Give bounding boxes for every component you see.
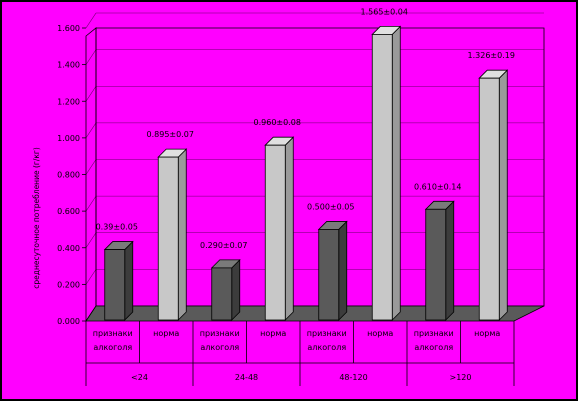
bar: 0.895±0.07 xyxy=(147,130,194,321)
category-label: алкоголя xyxy=(414,343,453,352)
group-label: >120 xyxy=(450,373,472,382)
bar-side xyxy=(498,69,508,321)
gridline xyxy=(85,12,97,29)
plot-floor xyxy=(85,305,545,322)
bar: 0.500±0.05 xyxy=(307,202,354,321)
bar-front xyxy=(157,156,179,321)
bar: 0.290±0.07 xyxy=(200,241,247,321)
y-tick-label: 0.600 xyxy=(57,207,80,216)
gridline xyxy=(85,232,97,248)
x-axis-categories: признаки алкоголя норма признаки алкоголя нор… xyxy=(85,321,515,386)
y-tick-label: 0.800 xyxy=(57,171,80,180)
bar-data-label: 1.326±0.19 xyxy=(468,51,515,60)
category-label: алкоголя xyxy=(307,343,346,352)
bar-data-label: 0.895±0.07 xyxy=(147,130,194,139)
gridline xyxy=(85,86,97,102)
category-label: норма xyxy=(474,329,500,338)
bar-side xyxy=(124,240,134,321)
category-label: алкоголя xyxy=(200,343,239,352)
bar-data-label: 0.39±0.05 xyxy=(96,223,138,232)
bar: 0.960±0.08 xyxy=(254,118,301,321)
bar-front xyxy=(104,249,126,321)
bar-side xyxy=(284,136,294,321)
bar-data-label: 1.565±0.04 xyxy=(361,7,408,16)
y-tick-label: 0.400 xyxy=(57,244,80,253)
category-label: признаки xyxy=(93,329,133,338)
category-label: признаки xyxy=(200,329,240,338)
category-label: норма xyxy=(260,329,286,338)
bar-side xyxy=(445,200,455,321)
bar-front xyxy=(264,144,286,321)
category-label: признаки xyxy=(414,329,454,338)
y-axis-label: среднесуточное потребление (г/кг) xyxy=(32,147,41,289)
gridline xyxy=(85,122,97,139)
y-tick-label: 0.000 xyxy=(57,317,80,326)
gridline xyxy=(85,159,97,175)
y-axis-ticks: 0.000 0.200 0.400 0.600 0.800 1.000 1.200 1.400… xyxy=(57,24,86,326)
bar-data-label: 0.500±0.05 xyxy=(307,202,354,211)
group-label: 24-48 xyxy=(235,373,258,382)
gridline xyxy=(85,269,97,285)
bar-series: 0.39±0.05 0.895±0.07 0.290±0.07 0.960±0.08 0… xyxy=(96,7,515,321)
bar-data-label: 0.960±0.08 xyxy=(254,118,301,127)
y-tick-label: 0.200 xyxy=(57,280,80,289)
bar-data-label: 0.290±0.07 xyxy=(200,241,247,250)
y-tick-label: 1.000 xyxy=(57,134,80,143)
y-tick-label: 1.200 xyxy=(57,97,80,106)
bar: 1.565±0.04 xyxy=(361,7,408,321)
category-label: норма xyxy=(367,329,393,338)
bar-front xyxy=(425,208,447,321)
bar-side xyxy=(391,25,401,321)
group-label: <24 xyxy=(131,373,148,382)
category-label: норма xyxy=(153,329,179,338)
bar-side xyxy=(231,258,241,321)
gridline xyxy=(85,195,97,212)
bar-front xyxy=(318,229,340,321)
bar-front xyxy=(211,267,233,321)
bar: 1.326±0.19 xyxy=(468,51,515,321)
bar-side xyxy=(177,148,187,321)
category-label: признаки xyxy=(307,329,347,338)
y-tick-label: 1.600 xyxy=(57,24,80,33)
category-label: алкоголя xyxy=(93,343,132,352)
bar-front xyxy=(478,77,500,321)
bar: 0.39±0.05 xyxy=(96,223,138,321)
bar: 0.610±0.14 xyxy=(414,182,461,321)
bar-front xyxy=(371,34,393,321)
y-tick-label: 1.400 xyxy=(57,61,80,70)
group-label: 48-120 xyxy=(339,373,367,382)
bar-side xyxy=(338,220,348,321)
gridline xyxy=(85,49,97,65)
bar-data-label: 0.610±0.14 xyxy=(414,182,461,191)
